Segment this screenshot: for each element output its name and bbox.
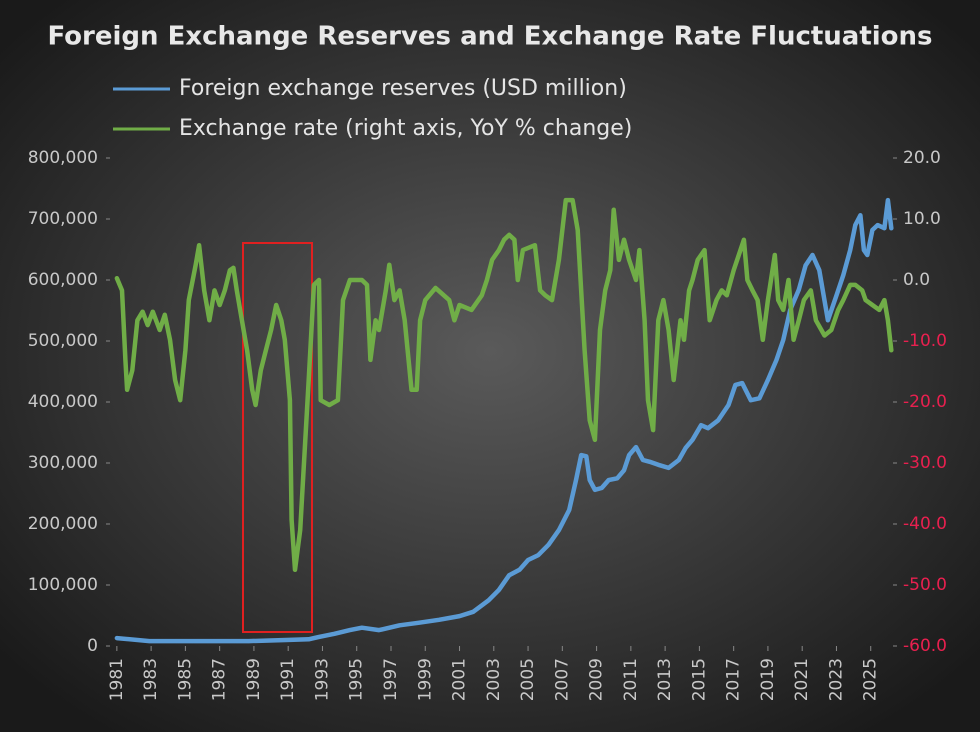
y2-tick-label: -40.0 (903, 514, 947, 534)
y-tick-label: 600,000 (28, 270, 98, 290)
x-tick-label: 2021 (792, 658, 812, 701)
y-tick-label: 100,000 (28, 575, 98, 595)
y2-tick-label: -60.0 (903, 636, 947, 656)
x-tick-label: 2013 (655, 658, 675, 701)
x-tick-label: 1989 (244, 658, 264, 701)
y-tick-label: 200,000 (28, 514, 98, 534)
x-tick-label: 1987 (210, 658, 230, 701)
x-tick-label: 2017 (724, 658, 744, 701)
highlight-box (242, 242, 313, 633)
x-tick-label: 2003 (484, 658, 504, 701)
series-line (114, 197, 894, 644)
x-tick-label: 1985 (175, 658, 195, 701)
x-tick-label: 2009 (587, 658, 607, 701)
x-tick-label: 2015 (689, 658, 709, 701)
legend-label: Exchange rate (right axis, YoY % change) (179, 116, 632, 141)
plot-area: 0 100,000 200,000 300,000 400,000 500,000 600,… (28, 148, 947, 701)
series-line (114, 197, 894, 573)
y-tick-label: 400,000 (28, 392, 98, 412)
y2-tick-label: -20.0 (903, 392, 947, 412)
x-tick-label: 2025 (861, 658, 881, 701)
x-tick-label: 1997 (381, 658, 401, 701)
x-tick-label: 1991 (278, 658, 298, 701)
y-tick-label: 0 (87, 636, 98, 656)
x-tick-label: 2001 (450, 658, 470, 701)
y2-tick-label: -30.0 (903, 453, 947, 473)
y2-tick-label: 0.0 (903, 270, 930, 290)
y-tick-label: 500,000 (28, 331, 98, 351)
x-tick-label: 1999 (415, 658, 435, 701)
x-tick-label: 2019 (758, 658, 778, 701)
chart-title: Foreign Exchange Reserves and Exchange R… (47, 22, 932, 52)
x-tick-label: 1995 (347, 658, 367, 701)
x-tick-label: 2023 (826, 658, 846, 701)
x-tick-label: 2005 (518, 658, 538, 701)
y2-tick-label: -50.0 (903, 575, 947, 595)
x-tick-label: 1983 (141, 658, 161, 701)
x-tick-label: 2011 (621, 658, 641, 701)
y2-tick-label: 20.0 (903, 148, 941, 168)
y2-tick-label: 10.0 (903, 209, 941, 229)
y-tick-label: 800,000 (28, 148, 98, 168)
legend-label: Foreign exchange reserves (USD million) (179, 76, 627, 101)
x-tick-label: 1993 (312, 658, 332, 701)
y-tick-label: 700,000 (28, 209, 98, 229)
y-tick-label: 300,000 (28, 453, 98, 473)
x-tick-label: 2007 (552, 658, 572, 701)
x-tick-label: 1981 (107, 658, 127, 701)
y2-tick-label: -10.0 (903, 331, 947, 351)
